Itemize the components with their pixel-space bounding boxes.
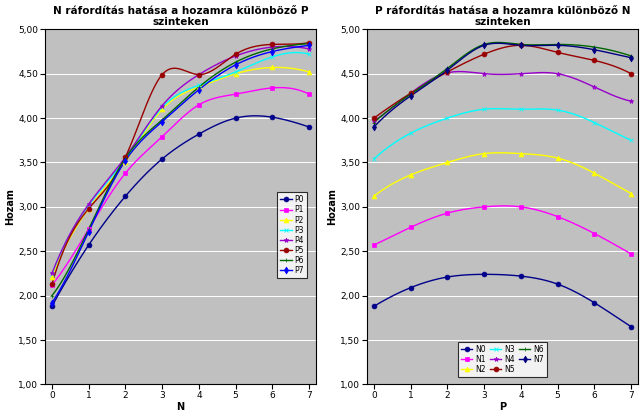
Title: N ráfordítás hatása a hozamra különböző P
szinteken: N ráfordítás hatása a hozamra különböző … <box>53 5 308 27</box>
Legend: N0, N1, N2, N3, N4, N5, N6, N7: N0, N1, N2, N3, N4, N5, N6, N7 <box>458 342 547 377</box>
X-axis label: P: P <box>499 403 506 413</box>
Y-axis label: Hozam: Hozam <box>6 189 15 225</box>
Y-axis label: Hozam: Hozam <box>328 189 337 225</box>
X-axis label: N: N <box>176 403 185 413</box>
Legend: P0, P1, P2, P3, P4, P5, P6, P7: P0, P1, P2, P3, P4, P5, P6, P7 <box>277 192 307 278</box>
Title: P ráfordítás hatása a hozamra különböző N
szinteken: P ráfordítás hatása a hozamra különböző … <box>375 5 630 27</box>
